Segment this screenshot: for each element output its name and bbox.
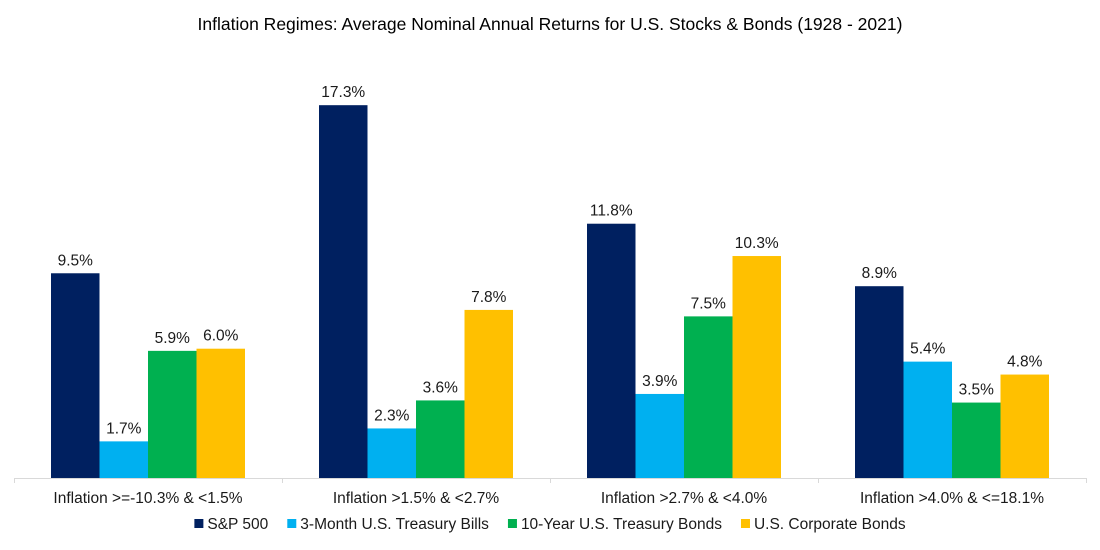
bar-2-4 <box>903 361 952 478</box>
legend-item-3: 10-Year U.S. Treasury Bonds <box>507 516 722 533</box>
bar-1-1 <box>51 273 100 478</box>
bar-4-4 <box>1000 374 1049 478</box>
data-label-4-2: 7.8% <box>471 289 507 306</box>
legend-swatch <box>287 519 297 528</box>
data-label-3-2: 3.6% <box>423 379 459 396</box>
legend-item-4: U.S. Corporate Bonds <box>740 516 906 533</box>
data-label-4-1: 6.0% <box>203 328 239 345</box>
bar-3-1 <box>148 350 197 479</box>
data-label-1-2: 17.3% <box>321 84 365 101</box>
chart-title: Inflation Regimes: Average Nominal Annua… <box>198 14 903 34</box>
bar-2-2 <box>367 428 416 478</box>
bar-2-1 <box>99 441 148 478</box>
legend-label: 3-Month U.S. Treasury Bills <box>300 516 489 533</box>
data-label-3-4: 3.5% <box>959 382 995 399</box>
data-label-2-2: 2.3% <box>374 407 410 424</box>
data-label-2-3: 3.9% <box>642 373 678 390</box>
bars-layer <box>51 105 1049 479</box>
data-label-1-3: 11.8% <box>590 203 633 220</box>
bar-2-3 <box>635 393 684 478</box>
bar-3-4 <box>952 402 1001 478</box>
category-label-2: Inflation >1.5% & <2.7% <box>333 490 500 507</box>
data-labels-layer: 9.5% 1.7% 5.9% 6.0% 17.3% 2.3% 3.6% 7.8% 11.8% 3.… <box>58 84 1043 437</box>
bar-4-3 <box>732 256 781 478</box>
data-label-2-1: 1.7% <box>106 420 142 437</box>
data-label-4-3: 10.3% <box>735 235 779 252</box>
data-label-1-1: 9.5% <box>58 252 94 269</box>
category-label-1: Inflation >=-10.3% & <1.5% <box>53 490 242 507</box>
legend-swatch <box>740 519 750 528</box>
data-label-4-4: 4.8% <box>1007 354 1043 371</box>
bar-4-1 <box>196 348 245 478</box>
legend-label: S&P 500 <box>207 516 268 533</box>
bar-3-2 <box>416 400 465 478</box>
category-label-3: Inflation >2.7% & <4.0% <box>601 490 768 507</box>
bar-4-2 <box>464 309 513 478</box>
legend-item-2: 3-Month U.S. Treasury Bills <box>287 516 489 533</box>
legend-label: U.S. Corporate Bonds <box>754 516 906 533</box>
data-label-3-1: 5.9% <box>155 330 191 347</box>
category-label-4: Inflation >4.0% & <=18.1% <box>860 490 1044 507</box>
category-labels: Inflation >=-10.3% & <1.5% Inflation >1.5… <box>53 490 1044 507</box>
legend-item-1: S&P 500 <box>194 516 269 533</box>
bar-1-3 <box>587 223 636 478</box>
bar-3-3 <box>684 316 733 479</box>
bar-1-4 <box>855 286 904 478</box>
data-label-3-3: 7.5% <box>691 295 727 312</box>
data-label-1-4: 8.9% <box>862 265 898 282</box>
x-axis <box>14 478 1087 483</box>
legend-swatch <box>194 519 204 528</box>
legend-swatch <box>507 519 517 528</box>
legend: S&P 500 3-Month U.S. Treasury Bills 10-Yea… <box>194 516 906 533</box>
data-label-2-4: 5.4% <box>910 341 946 358</box>
bar-1-2 <box>319 105 368 479</box>
legend-label: 10-Year U.S. Treasury Bonds <box>521 516 722 533</box>
